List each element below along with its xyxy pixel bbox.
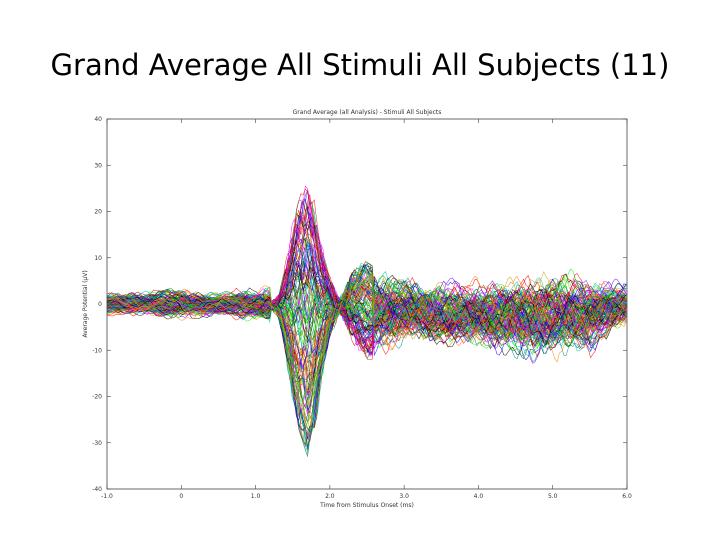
slide-title: Grand Average All Stimuli All Subjects (… — [50, 48, 670, 82]
channel-trace — [106, 275, 627, 376]
x-tick-label: 4.0 — [474, 493, 484, 500]
channel-trace — [106, 246, 627, 340]
channel-trace — [106, 185, 627, 357]
plot-area — [106, 118, 628, 490]
x-axis-label: Time from Stimulus Onset (ms) — [319, 502, 414, 509]
y-tick-label: 0 — [98, 301, 102, 308]
y-tick-label: 10 — [94, 255, 102, 262]
y-tick-label: -20 — [92, 394, 102, 401]
y-tick-label: 40 — [94, 116, 102, 123]
y-tick-label: -10 — [92, 347, 102, 354]
channel-trace — [106, 256, 627, 343]
axis-ticks: -1.0 0 1.0 2.0 3.0 4.0 5.0 6.0 -40 -30 -20 -10 0 10 20… — [92, 116, 632, 500]
x-tick-label: 5.0 — [548, 493, 558, 500]
channel-traces — [106, 185, 627, 457]
y-tick-label: 30 — [94, 162, 102, 169]
x-tick-label: 1.0 — [251, 493, 261, 500]
y-tick-label: -30 — [92, 440, 102, 447]
channel-trace — [106, 271, 627, 430]
y-axis-label: Average Potential (µV) — [82, 270, 89, 337]
channel-trace — [106, 241, 627, 344]
channel-trace — [106, 264, 627, 346]
channel-trace — [106, 215, 627, 351]
x-tick-label: 0 — [179, 493, 183, 500]
x-tick-label: 2.0 — [325, 493, 335, 500]
channel-trace — [106, 282, 627, 396]
channel-trace — [106, 219, 627, 350]
y-tick-label: -40 — [92, 486, 102, 493]
channel-trace — [106, 266, 627, 448]
chart-title: Grand Average (all Analysis) - Stimuli A… — [293, 109, 442, 116]
channel-trace — [106, 267, 627, 445]
x-tick-label: -1.0 — [101, 493, 113, 500]
y-tick-label: 20 — [94, 209, 102, 216]
channel-trace — [106, 269, 627, 422]
channel-trace — [106, 282, 627, 355]
x-tick-label: 6.0 — [622, 493, 632, 500]
x-tick-label: 3.0 — [399, 493, 409, 500]
channel-trace — [106, 287, 627, 382]
